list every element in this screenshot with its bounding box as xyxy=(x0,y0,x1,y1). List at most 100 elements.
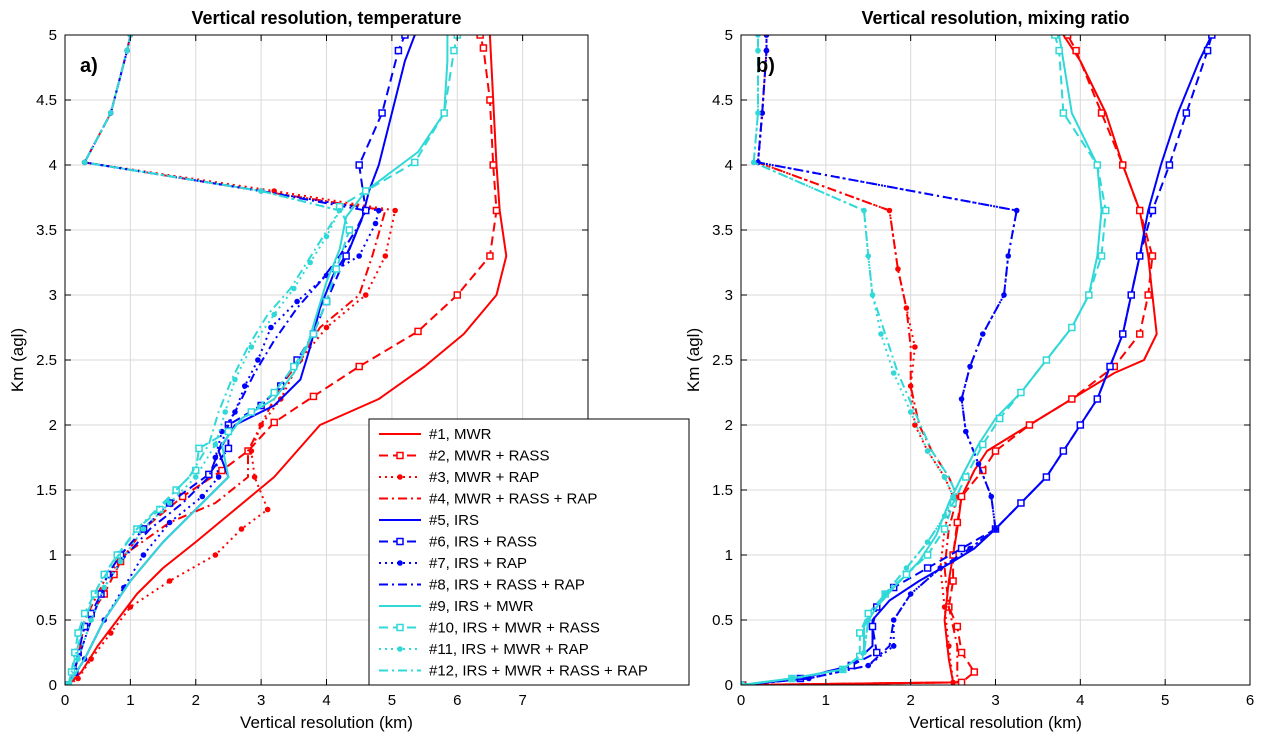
series-line xyxy=(742,35,1154,685)
y-tick-label: 4.5 xyxy=(712,92,733,109)
data-point xyxy=(172,486,180,494)
data-point xyxy=(212,441,219,448)
legend-label: #1, MWR xyxy=(429,426,492,443)
data-point xyxy=(492,206,501,215)
series-line xyxy=(741,35,1103,685)
legend-label: #8, IRS + RASS + RAP xyxy=(429,577,585,594)
y-tick-label: 0.5 xyxy=(712,612,733,629)
y-tick-label: 2.5 xyxy=(36,352,57,369)
data-point xyxy=(1059,109,1068,117)
data-point xyxy=(907,409,914,415)
x-tick-label: 2 xyxy=(906,692,914,709)
data-point xyxy=(479,44,488,52)
data-point xyxy=(75,656,81,662)
data-point xyxy=(878,331,884,337)
data-point xyxy=(394,46,403,55)
data-point xyxy=(1127,291,1135,299)
data-point xyxy=(1097,252,1106,260)
x-tick-label: 3 xyxy=(991,692,999,709)
data-point xyxy=(107,630,114,636)
data-point xyxy=(345,226,354,234)
data-point xyxy=(199,493,206,500)
data-point xyxy=(1119,330,1127,338)
data-point xyxy=(1182,109,1191,117)
data-point xyxy=(750,159,757,166)
data-point xyxy=(355,362,363,371)
legend-marker xyxy=(396,623,404,632)
series-8-irs-rass-rap xyxy=(741,35,1018,685)
data-point xyxy=(71,648,79,657)
data-point xyxy=(248,448,255,454)
y-tick-label: 5 xyxy=(725,27,733,44)
data-point xyxy=(75,675,81,682)
data-point xyxy=(895,266,901,272)
legend-item: #5, IRS xyxy=(379,512,479,529)
data-point xyxy=(903,305,910,311)
data-point xyxy=(270,388,278,397)
data-point xyxy=(88,617,94,623)
series-9-irs-mwr xyxy=(741,35,1103,685)
data-point xyxy=(912,344,918,350)
y-tick-label: 0.5 xyxy=(36,612,57,629)
data-point xyxy=(1135,252,1144,260)
data-point xyxy=(486,96,494,104)
data-point xyxy=(1042,356,1051,364)
data-point xyxy=(264,506,271,513)
data-point xyxy=(1119,161,1127,169)
data-point xyxy=(1076,421,1085,429)
data-point xyxy=(953,518,962,527)
y-tick-label: 3 xyxy=(49,287,57,304)
data-point xyxy=(1072,46,1080,55)
data-point xyxy=(205,470,213,479)
data-point xyxy=(88,656,94,662)
data-point xyxy=(868,622,877,631)
data-point xyxy=(392,207,398,214)
data-point xyxy=(1068,323,1076,332)
legend: #1, MWR #2, MWR + RASS #3, MWR + RAP #4, MW… xyxy=(368,418,690,686)
data-point xyxy=(440,109,448,117)
panel-label: a) xyxy=(80,55,98,77)
data-point xyxy=(1013,207,1020,214)
data-point xyxy=(224,427,233,436)
data-point xyxy=(450,46,458,55)
data-point xyxy=(957,648,966,657)
data-point xyxy=(166,519,173,526)
data-point xyxy=(332,265,341,273)
data-point xyxy=(140,526,147,532)
data-point xyxy=(166,578,173,584)
y-axis-label: Km (agl) xyxy=(684,328,703,392)
data-point xyxy=(953,622,962,631)
series-group xyxy=(741,35,1216,685)
y-tick-label: 2.5 xyxy=(712,352,733,369)
data-point xyxy=(271,311,278,318)
legend-label: #2, MWR + RASS xyxy=(429,448,549,465)
data-point xyxy=(489,161,497,169)
y-tick-label: 1.5 xyxy=(36,482,57,499)
data-point xyxy=(382,253,389,259)
legend-label: #6, IRS + RASS xyxy=(429,534,537,551)
y-tick-label: 4 xyxy=(725,157,733,174)
data-point xyxy=(376,207,382,214)
data-point xyxy=(924,448,931,454)
data-point xyxy=(294,298,300,305)
legend-label: #10, IRS + MWR + RASS xyxy=(429,620,600,637)
data-point xyxy=(238,526,245,532)
legend-label: #11, IRS + MWR + RAP xyxy=(429,641,589,658)
data-point xyxy=(361,187,370,195)
y-tick-label: 3.5 xyxy=(712,222,733,239)
series-line xyxy=(67,35,341,685)
data-point xyxy=(949,551,957,559)
x-tick-label: 6 xyxy=(1246,692,1254,709)
data-point xyxy=(941,474,948,480)
legend-item: #1, MWR xyxy=(379,426,492,443)
legend-label: #7, IRS + RAP xyxy=(429,555,527,572)
data-point xyxy=(309,392,318,401)
data-point xyxy=(195,444,203,453)
y-tick-label: 4 xyxy=(49,157,57,174)
data-point xyxy=(323,324,330,331)
data-point xyxy=(268,324,274,331)
data-point xyxy=(74,629,82,637)
data-point xyxy=(414,327,422,336)
